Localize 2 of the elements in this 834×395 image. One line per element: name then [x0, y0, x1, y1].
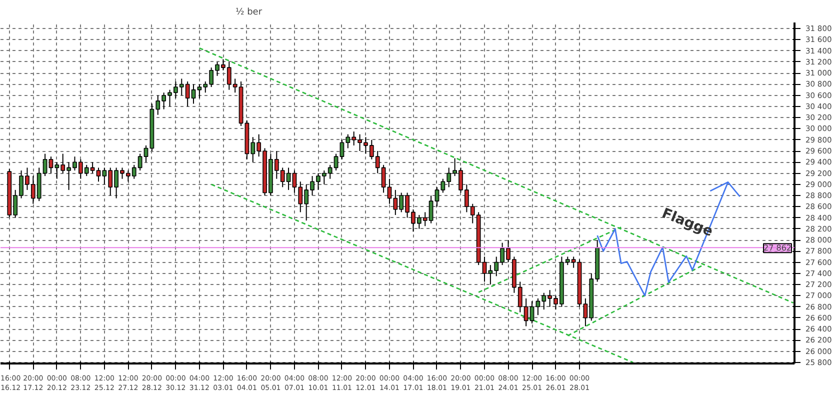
chart-title: ½ ber [236, 8, 262, 18]
ref-line-label: 27 862 [764, 244, 792, 253]
